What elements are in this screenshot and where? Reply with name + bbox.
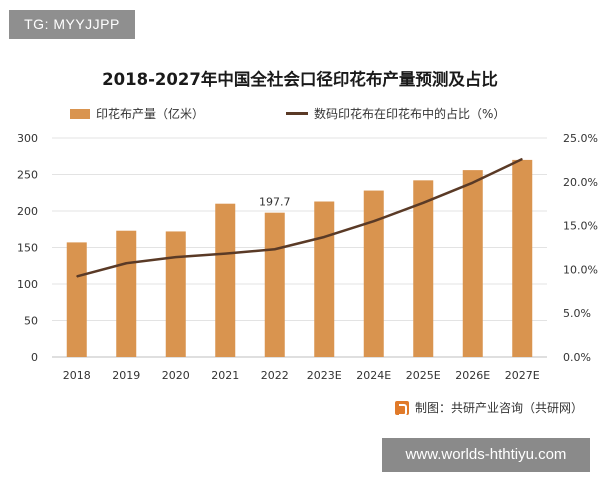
- y-left-tick-label: 200: [17, 205, 38, 218]
- y-left-tick-label: 250: [17, 169, 38, 182]
- bar: [215, 203, 236, 357]
- legend-line-label: 数码印花布在印花布中的占比（%）: [314, 107, 506, 121]
- line-point: [224, 253, 226, 255]
- bar: [363, 190, 384, 357]
- x-tick-label: 2025E: [406, 369, 441, 382]
- brand-logo-icon: [395, 400, 409, 416]
- x-tick-label: 2022: [261, 369, 289, 382]
- x-tick-label: 2023E: [307, 369, 342, 382]
- y-right-tick-label: 25.0%: [563, 132, 598, 145]
- x-tick-label: 2020: [162, 369, 190, 382]
- y-left-tick-label: 150: [17, 242, 38, 255]
- tag-label: TG: MYYJJPP: [9, 10, 135, 39]
- chart-canvas: 0 50 100 150 200 250 300 0.0% 5.0% 10.0% 15.0% 20.0…: [17, 132, 598, 382]
- x-tick-label: 2018: [63, 369, 91, 382]
- line-point: [76, 275, 78, 277]
- y-left-tick-label: 0: [31, 351, 38, 364]
- y-left-tick-label: 100: [17, 278, 38, 291]
- footer-url: www.worlds-hthtiyu.com: [382, 438, 590, 472]
- chart-title: 2018-2027年中国全社会口径印花布产量预测及占比: [102, 70, 498, 89]
- x-tick-label: 2024E: [356, 369, 391, 382]
- legend: 印花布产量（亿米） 数码印花布在印花布中的占比（%）: [0, 105, 600, 125]
- line-point: [125, 262, 127, 264]
- legend-bar-swatch: [70, 108, 90, 119]
- source-credit: 制图：共研产业咨询（共研网）: [395, 399, 583, 416]
- legend-bar-label: 印花布产量（亿米）: [96, 107, 205, 121]
- bar: [116, 230, 137, 357]
- data-labels: 197.7: [259, 196, 291, 209]
- legend-line-swatch: [286, 112, 308, 115]
- y-right-tick-label: 0.0%: [563, 351, 591, 364]
- y-left-tick-label: 300: [17, 132, 38, 145]
- line-point: [323, 236, 325, 238]
- y-left-tick-label: 50: [24, 315, 38, 328]
- line-point: [422, 202, 424, 204]
- legend-item-bar: 印花布产量（亿米）: [70, 105, 204, 122]
- line-point: [274, 248, 276, 250]
- line-point: [521, 158, 523, 160]
- bar-data-label: 197.7: [259, 196, 291, 209]
- y-right-tick-label: 10.0%: [563, 263, 598, 276]
- bar-series: [66, 159, 533, 357]
- line-point: [373, 220, 375, 222]
- bar: [413, 180, 434, 357]
- line-point: [175, 256, 177, 258]
- bar: [165, 231, 186, 357]
- bar: [512, 159, 533, 357]
- bar: [264, 212, 285, 357]
- x-tick-label: 2021: [211, 369, 239, 382]
- legend-item-line: 数码印花布在印花布中的占比（%）: [286, 105, 505, 122]
- bar: [314, 201, 335, 357]
- y-right-tick-label: 15.0%: [563, 220, 598, 233]
- x-tick-label: 2026E: [455, 369, 490, 382]
- x-tick-label: 2019: [112, 369, 140, 382]
- line-series: [76, 157, 523, 278]
- bar: [462, 170, 483, 357]
- axis-ticks: 0 50 100 150 200 250 300 0.0% 5.0% 10.0% 15.0% 20.0…: [17, 132, 598, 382]
- y-right-tick-label: 5.0%: [563, 307, 591, 320]
- bar: [66, 242, 87, 357]
- x-tick-label: 2027E: [505, 369, 540, 382]
- source-text: 制图：共研产业咨询（共研网）: [415, 401, 584, 415]
- line-point: [472, 182, 474, 184]
- line-series-path: [76, 157, 523, 278]
- y-right-tick-label: 20.0%: [563, 176, 598, 189]
